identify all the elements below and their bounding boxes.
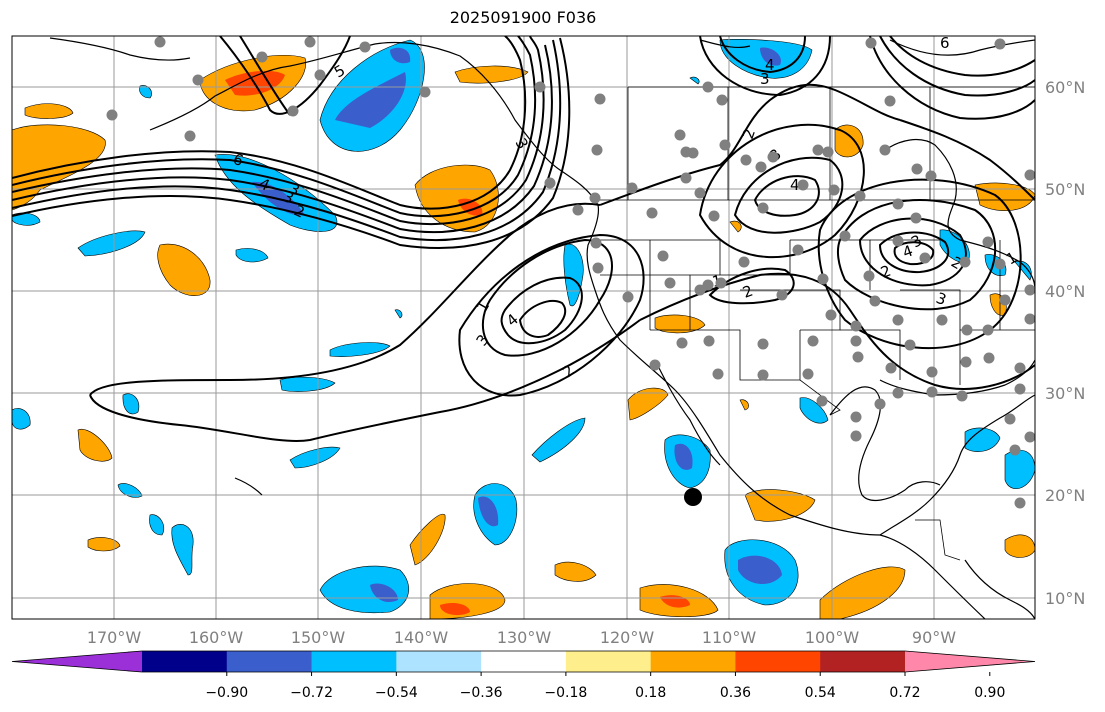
lon-label: 130°W bbox=[497, 628, 552, 647]
colorbar-cell bbox=[650, 651, 736, 672]
contour-label: 4 bbox=[765, 56, 775, 74]
latitude-labels: 60°N 50°N 40°N 30°N 20°N 10°N bbox=[1045, 78, 1085, 608]
lat-label: 50°N bbox=[1045, 180, 1085, 199]
longitude-labels: 170°W 160°W 150°W 140°W 130°W 120°W 110°… bbox=[87, 628, 956, 647]
map-frame bbox=[11, 35, 1036, 620]
colorbar-tick-label: −0.18 bbox=[544, 685, 587, 701]
colorbar-extension-high bbox=[905, 651, 1035, 672]
lat-label: 40°N bbox=[1045, 282, 1085, 301]
colorbar-cell bbox=[735, 651, 821, 672]
colorbar-cell bbox=[481, 651, 567, 672]
contour-lines bbox=[12, 36, 1035, 442]
lat-label: 20°N bbox=[1045, 486, 1085, 505]
colorbar-tick-label: 0.54 bbox=[805, 685, 836, 701]
station-markers bbox=[106, 36, 1035, 509]
contour-label: 6 bbox=[940, 34, 950, 52]
colorbar-tick-label: −0.72 bbox=[290, 685, 333, 701]
anomaly-shading bbox=[12, 39, 1035, 619]
lon-label: 150°W bbox=[291, 628, 346, 647]
lat-label: 30°N bbox=[1045, 384, 1085, 403]
colorbar-cell bbox=[142, 651, 228, 672]
lat-label: 10°N bbox=[1045, 589, 1085, 608]
colorbar-cell bbox=[565, 651, 652, 672]
colorbar-tick-label: 0.90 bbox=[974, 685, 1005, 701]
lat-label: 60°N bbox=[1045, 78, 1085, 97]
colorbar-cell bbox=[820, 651, 906, 672]
colorbar-tick-label: −0.90 bbox=[205, 685, 248, 701]
colorbar: −0.90 −0.72 −0.54 −0.36 −0.18 0.18 0.36 0.54 0.7… bbox=[11, 650, 1036, 701]
contour-label: 4 bbox=[790, 176, 800, 194]
colorbar-cell bbox=[226, 651, 313, 672]
lon-label: 100°W bbox=[805, 628, 860, 647]
colorbar-outline bbox=[11, 650, 1036, 673]
colorbar-tick-label: 0.18 bbox=[635, 685, 666, 701]
lon-label: 170°W bbox=[87, 628, 142, 647]
highlight-marker bbox=[684, 488, 702, 506]
lon-label: 90°W bbox=[912, 628, 956, 647]
lon-label: 140°W bbox=[394, 628, 449, 647]
map-title: 2025091900 F036 bbox=[449, 8, 597, 27]
colorbar-tick-label: −0.36 bbox=[460, 685, 503, 701]
contour-label: 3 bbox=[760, 70, 770, 88]
colorbar-tick-label: 0.36 bbox=[720, 685, 751, 701]
colorbar-tick-label: 0.72 bbox=[889, 685, 920, 701]
colorbar-cell bbox=[311, 651, 397, 672]
lon-label: 120°W bbox=[600, 628, 655, 647]
colorbar-cell bbox=[396, 651, 482, 672]
colorbar-extension-low bbox=[12, 651, 142, 672]
lon-label: 160°W bbox=[189, 628, 244, 647]
colorbar-tick-label: −0.54 bbox=[375, 685, 418, 701]
lon-label: 110°W bbox=[702, 628, 757, 647]
